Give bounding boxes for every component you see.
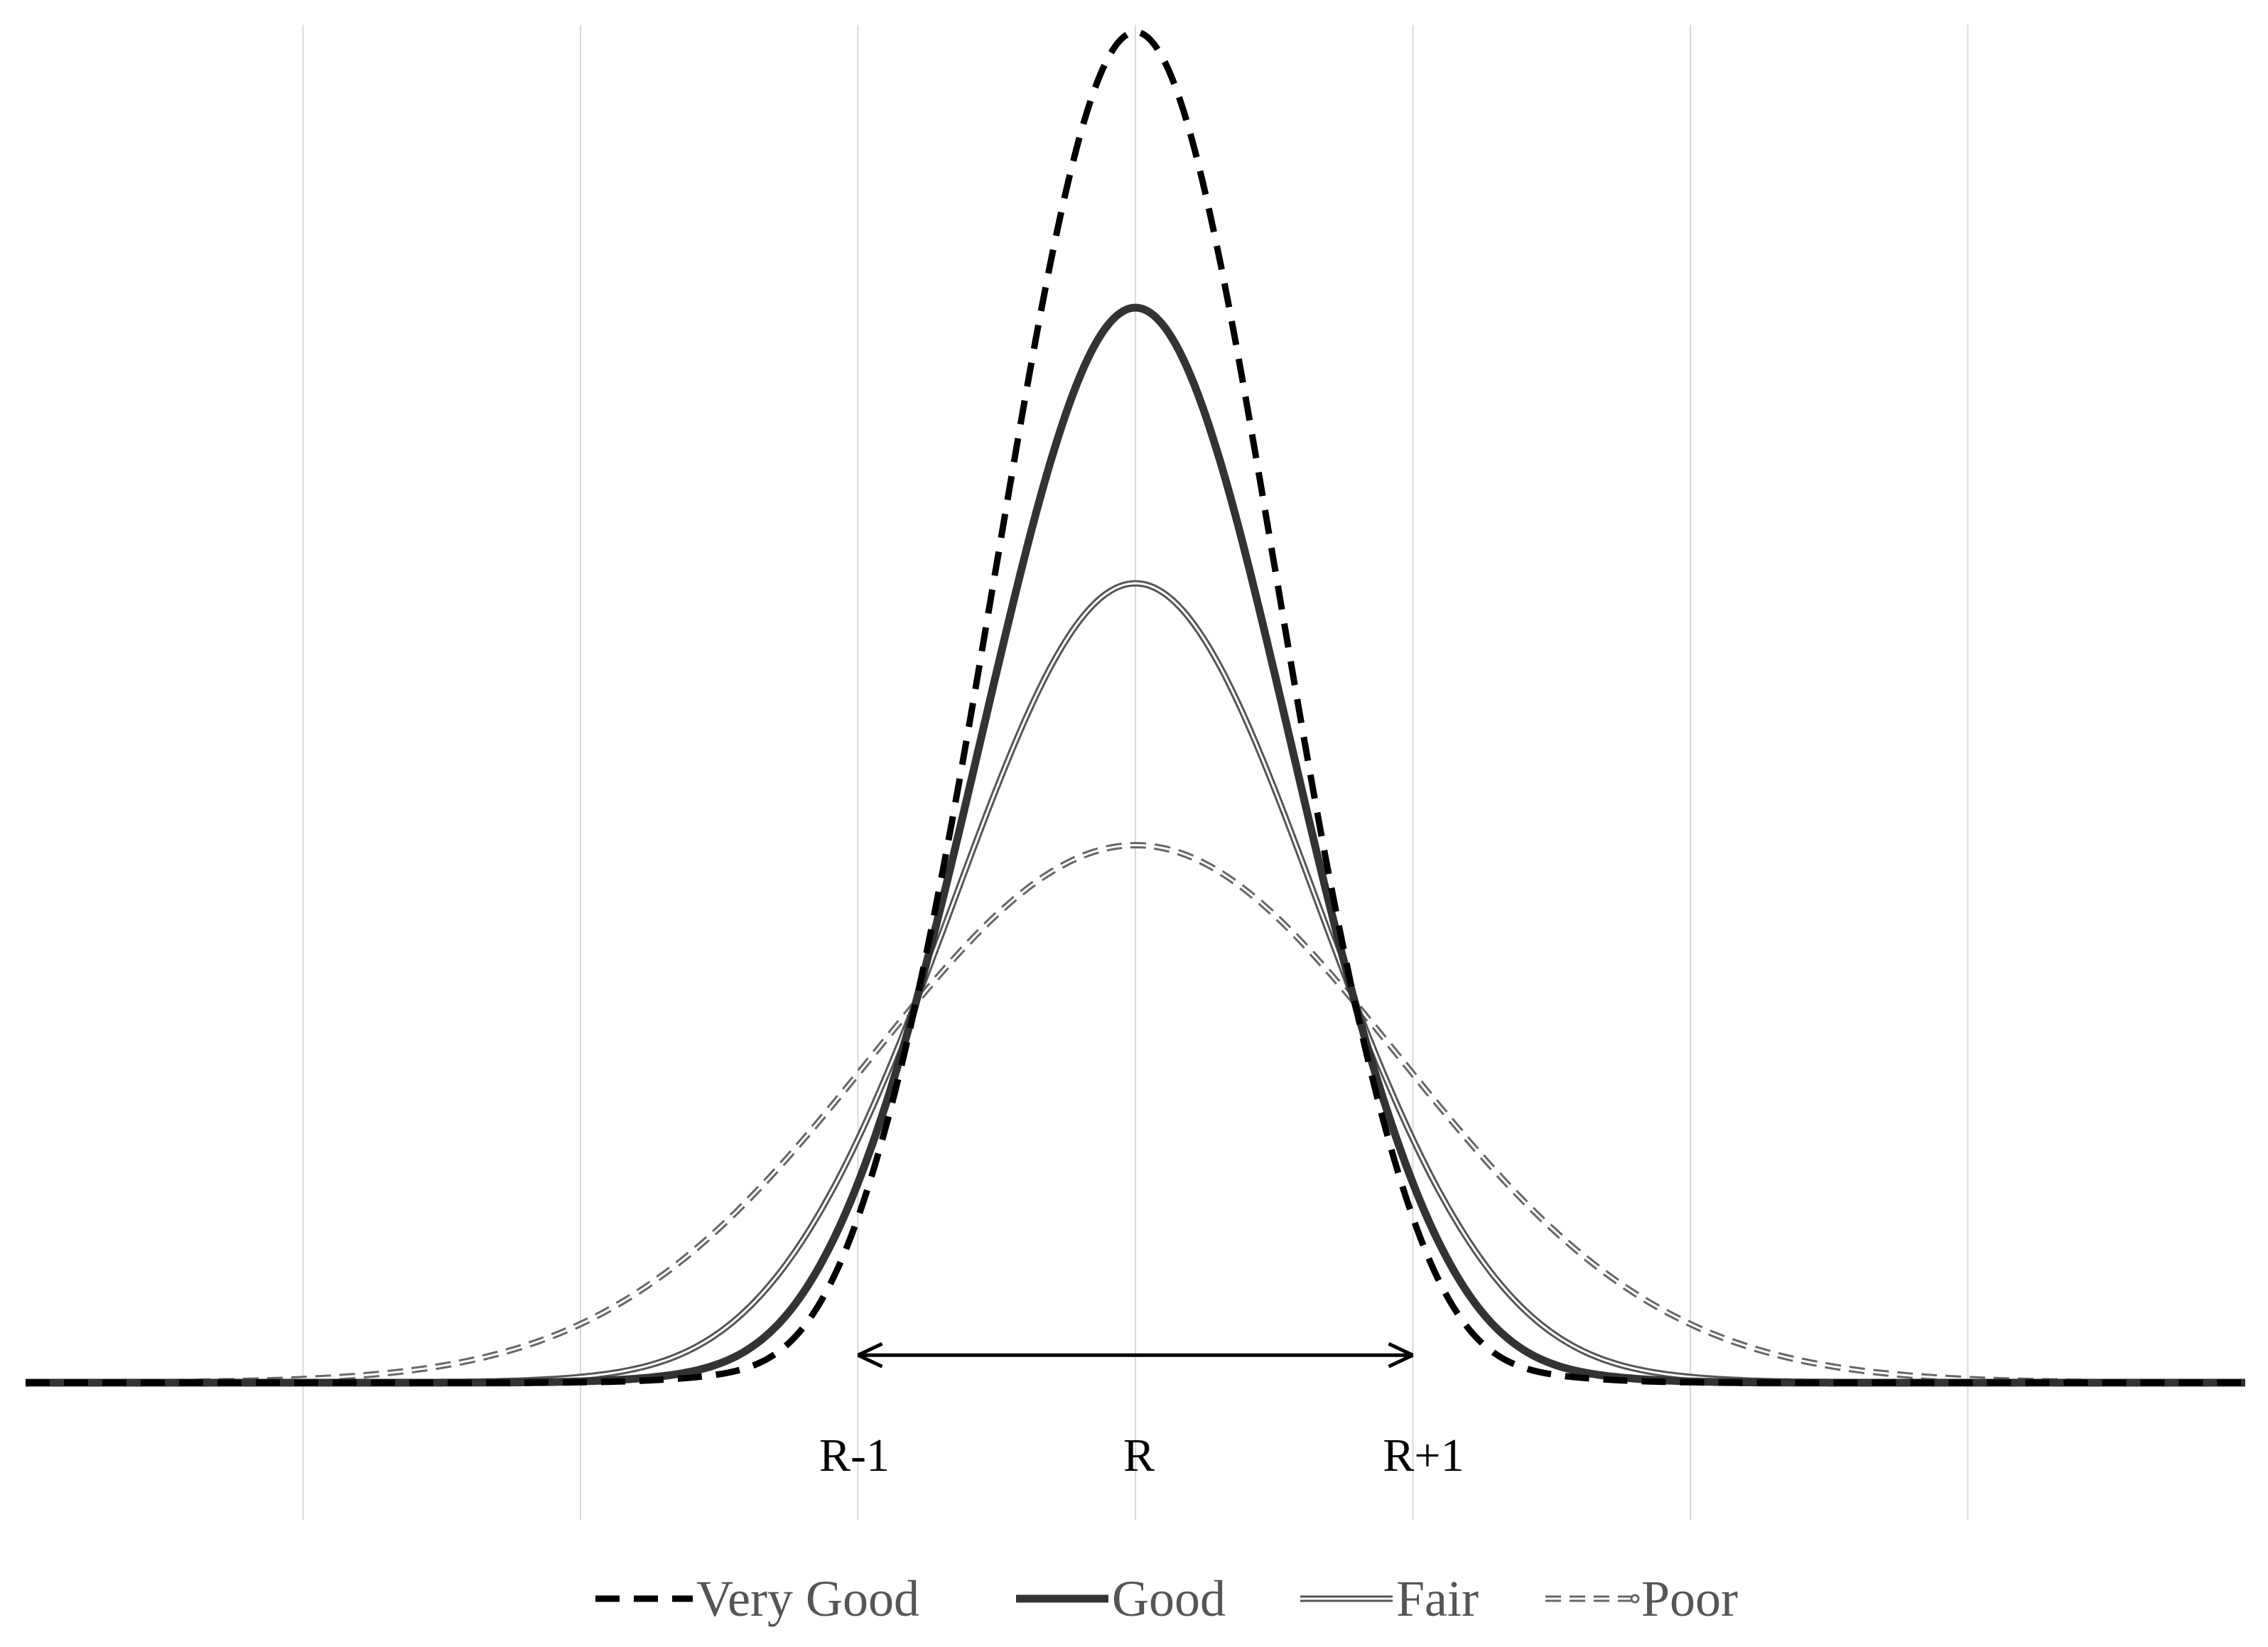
- legend-label: Poor: [1641, 1570, 1738, 1627]
- legend-label: Very Good: [696, 1570, 919, 1627]
- legend-label: Good: [1112, 1570, 1226, 1627]
- legend-item: Fair: [1300, 1570, 1479, 1627]
- series-layer: [25, 28, 2246, 1387]
- grid-layer: [302, 25, 1969, 1521]
- series-line: [26, 28, 2245, 1386]
- legend-item: Very Good: [595, 1570, 919, 1627]
- series-poor: [26, 842, 2245, 1386]
- tick-label: R+1: [1383, 1430, 1464, 1481]
- legend-marker: [1630, 1594, 1640, 1604]
- range-arrow: [857, 1341, 1414, 1368]
- tick-label: R-1: [819, 1430, 890, 1481]
- legend-item: Poor: [1545, 1570, 1738, 1627]
- legend-label: Fair: [1396, 1570, 1479, 1627]
- legend-layer: Very Good Good Fair Poor: [595, 1570, 1738, 1627]
- tick-label: R: [1123, 1430, 1155, 1481]
- range-arrow-right-head: [1388, 1341, 1414, 1368]
- range-arrow-left-head: [857, 1341, 883, 1368]
- annotation-layer: [857, 1341, 1414, 1368]
- legend-item: Good: [1016, 1570, 1226, 1627]
- tick-layer: R-1 R R+1: [819, 1430, 1464, 1481]
- series-line: [26, 844, 2245, 1384]
- series-very-good: [26, 28, 2245, 1386]
